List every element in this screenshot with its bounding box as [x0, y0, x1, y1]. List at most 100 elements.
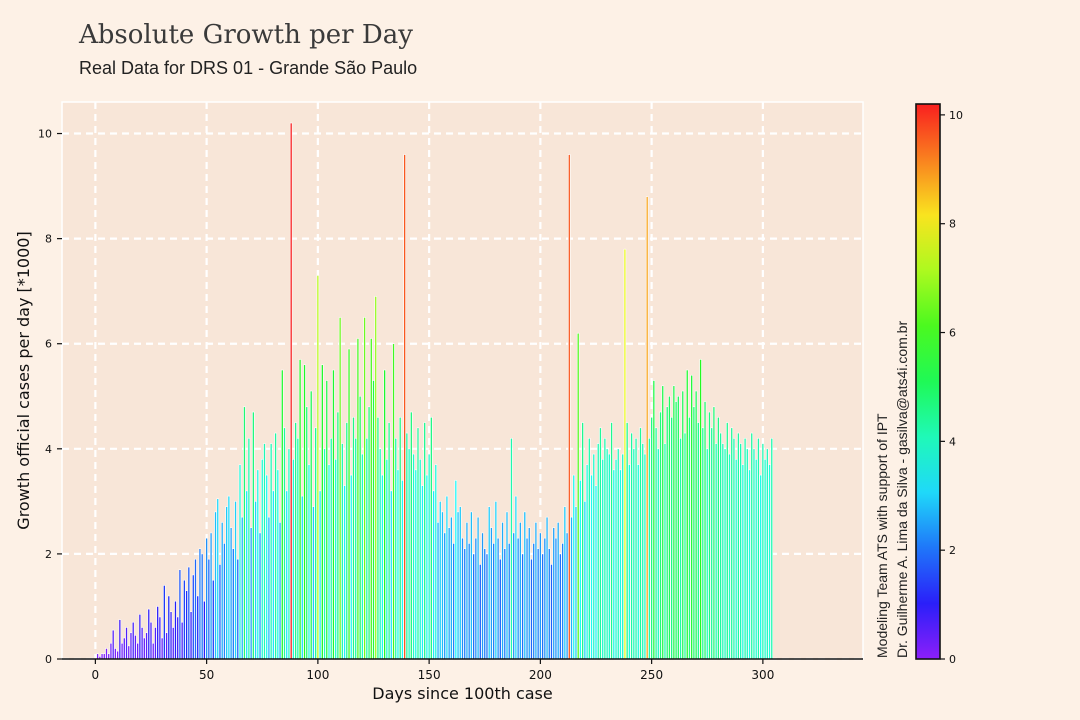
bar [757, 437, 760, 660]
bar [421, 485, 424, 660]
bar [499, 558, 502, 660]
bar [632, 448, 636, 660]
bar [485, 553, 489, 660]
bar [214, 511, 217, 660]
bar [556, 522, 560, 660]
bar [516, 537, 520, 660]
bar [492, 543, 495, 660]
bar [665, 406, 669, 660]
bar [347, 348, 351, 660]
bar [697, 422, 700, 660]
bar [358, 395, 362, 660]
bar [719, 432, 722, 660]
bar [487, 506, 491, 660]
bar [316, 275, 320, 660]
bar [407, 448, 411, 660]
bar [143, 637, 146, 660]
bar [750, 432, 753, 660]
bar [541, 553, 544, 660]
bar [292, 459, 295, 660]
bar [183, 579, 186, 660]
x-tick-label: 150 [418, 668, 441, 682]
bar [681, 390, 685, 660]
bar [677, 395, 680, 660]
y-axis-label: Growth official cases per day [*1000] [14, 231, 33, 529]
bar [149, 621, 153, 660]
bar [630, 432, 633, 660]
bar [138, 614, 142, 660]
bar [730, 427, 733, 660]
bar [180, 621, 184, 660]
bar [581, 422, 584, 660]
bar [203, 600, 206, 660]
x-tick-label: 200 [529, 668, 552, 682]
bar [523, 511, 527, 660]
bar [605, 448, 609, 660]
bar [103, 653, 106, 660]
bar [278, 522, 282, 660]
bar [452, 543, 455, 660]
bar [510, 437, 513, 660]
bar [717, 416, 720, 660]
bar [592, 453, 596, 660]
bar [726, 422, 729, 660]
bar [321, 364, 324, 660]
bar [145, 632, 148, 660]
bar [527, 527, 531, 660]
bar [503, 548, 507, 660]
bar [401, 480, 404, 660]
bar [398, 416, 402, 660]
bar [701, 427, 705, 660]
bar [472, 553, 475, 660]
bar [663, 443, 667, 660]
bar [470, 511, 473, 660]
bar [432, 490, 435, 660]
bar [563, 506, 567, 660]
y-tick-label: 6 [45, 338, 52, 351]
bar [416, 427, 420, 660]
bar [766, 448, 769, 660]
bar [163, 585, 166, 660]
bar [579, 480, 582, 660]
bar [746, 448, 749, 660]
bar [189, 611, 193, 660]
bar [521, 553, 524, 660]
bar [327, 464, 331, 660]
bar [474, 537, 478, 660]
bar [332, 369, 335, 660]
credits-line-2: Dr. Guilherme A. Lima da Silva - gasilva… [894, 321, 910, 658]
bar [525, 537, 529, 660]
bar [356, 338, 360, 660]
bar [247, 437, 251, 660]
bar [628, 464, 631, 660]
bar [539, 532, 542, 660]
bar [378, 448, 382, 660]
bar [387, 422, 391, 660]
bar [385, 459, 389, 660]
bar [403, 154, 406, 660]
bar [505, 511, 509, 660]
bar [272, 490, 275, 660]
bar [96, 653, 99, 660]
credits-block: Modeling Team ATS with support of IPT Dr… [874, 321, 910, 658]
bar [225, 506, 228, 660]
bar [643, 453, 647, 660]
colorbar-tick-label: 2 [949, 544, 956, 557]
bar [111, 629, 115, 660]
bar [657, 448, 660, 660]
bar [160, 637, 164, 660]
bar [309, 390, 313, 660]
bar [570, 516, 573, 660]
bar [708, 411, 711, 660]
bar [136, 642, 139, 660]
bar [614, 459, 618, 660]
bar [405, 432, 409, 660]
bar [305, 406, 308, 660]
bar [131, 621, 135, 660]
bar [645, 196, 649, 660]
bar [596, 443, 600, 660]
bar [365, 437, 369, 660]
bar [459, 506, 462, 660]
bars [96, 122, 774, 660]
bar [390, 490, 393, 660]
